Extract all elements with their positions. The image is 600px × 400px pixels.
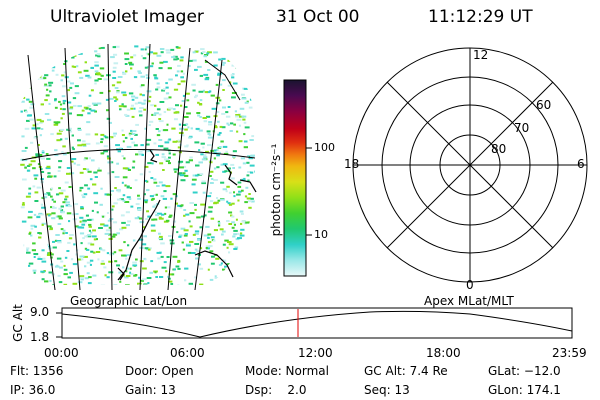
info-dsp: Dsp: 2.0 bbox=[245, 383, 307, 397]
mlt-label-18: 18 bbox=[344, 157, 360, 171]
info-mode: Mode: Normal bbox=[245, 364, 329, 378]
mlat-label-60: 60 bbox=[536, 98, 552, 112]
info-gain: Gain: 13 bbox=[125, 383, 176, 397]
instrument-title: Ultraviolet Imager bbox=[50, 7, 204, 27]
time-tick-1800: 18:00 bbox=[426, 346, 461, 360]
coastline bbox=[117, 149, 257, 281]
geo-grid-lines bbox=[21, 43, 256, 291]
info-seq: Seq: 13 bbox=[364, 383, 410, 397]
mlat-label-70: 70 bbox=[514, 121, 530, 135]
colorbar-unit-label: photon cm⁻²s⁻¹ bbox=[269, 143, 283, 237]
apex-panel-label: Apex MLat/MLT bbox=[424, 294, 514, 308]
geographic-panel-label: Geographic Lat/Lon bbox=[70, 294, 188, 308]
mlt-label-6: 6 bbox=[577, 157, 585, 171]
date-label: 31 Oct 00 bbox=[276, 7, 360, 27]
time-tick-1200: 12:00 bbox=[298, 346, 333, 360]
info-glon: GLon: 174.1 bbox=[488, 383, 561, 397]
info-gc-alt: GC Alt: 7.4 Re bbox=[364, 364, 448, 378]
altitude-ytick-9: 9.0 bbox=[30, 305, 50, 319]
info-glat: GLat: −12.0 bbox=[488, 364, 561, 378]
colorbar-tick-10: 10 bbox=[314, 228, 328, 241]
mlat-label-80: 80 bbox=[491, 142, 507, 156]
uv-emission-pixels bbox=[20, 45, 255, 285]
time-tick-0600: 06:00 bbox=[170, 346, 205, 360]
altitude-ytick-1-8: 1.8 bbox=[30, 330, 50, 344]
colorbar bbox=[283, 79, 312, 277]
info-door: Door: Open bbox=[125, 364, 194, 378]
time-tick-2359: 23:59 bbox=[552, 346, 587, 360]
altitude-ylabel: GC Alt bbox=[11, 304, 25, 342]
time-tick-0000: 00:00 bbox=[44, 346, 79, 360]
info-ip: IP: 36.0 bbox=[10, 383, 56, 397]
colorbar-gradient bbox=[283, 79, 307, 277]
time-label: 11:12:29 UT bbox=[428, 7, 533, 27]
mlt-label-0: 0 bbox=[466, 278, 474, 292]
colorbar-tick-100: 100 bbox=[314, 141, 335, 154]
mlt-label-12: 12 bbox=[473, 48, 489, 62]
info-flt: Flt: 1356 bbox=[10, 364, 64, 378]
